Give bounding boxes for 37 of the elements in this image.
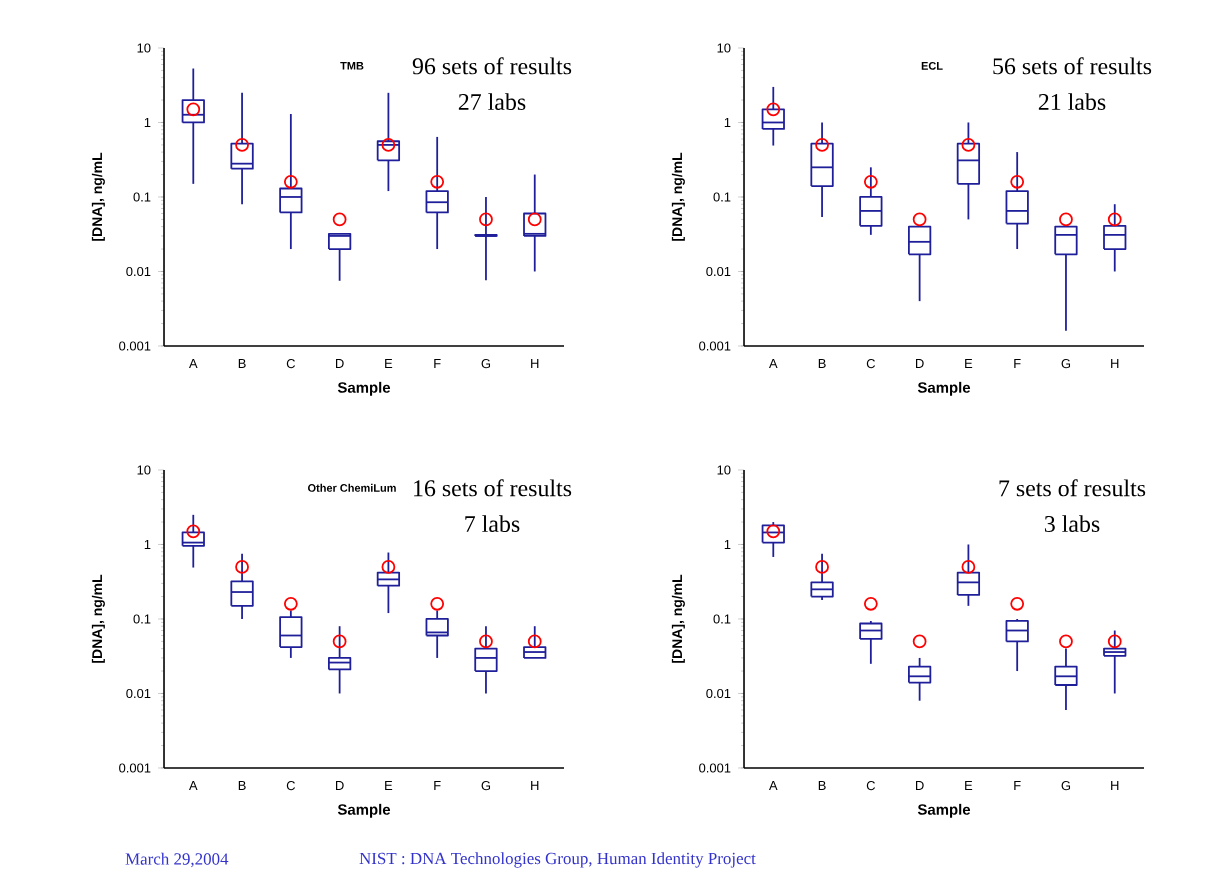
- annotation: 56 sets of results: [993, 57, 1152, 75]
- annotation: 27 labs: [458, 93, 526, 111]
- point: [332, 634, 347, 649]
- point: [527, 634, 542, 649]
- point: [430, 596, 445, 611]
- point: [815, 138, 829, 152]
- point: [1107, 634, 1122, 649]
- point: [332, 212, 347, 227]
- point: [381, 560, 396, 574]
- annotation: 21 labs: [1038, 93, 1106, 111]
- point: [766, 102, 781, 117]
- point: [961, 138, 976, 152]
- point: [1010, 596, 1025, 611]
- point: [479, 634, 493, 649]
- annotation: 96 sets of results: [412, 57, 572, 75]
- point: [1107, 212, 1122, 227]
- point: [912, 212, 927, 227]
- point: [961, 560, 976, 574]
- annotation: 7 labs: [465, 515, 520, 533]
- annotation: 7 sets of results: [999, 479, 1146, 497]
- annotation: 16 sets of results: [414, 479, 572, 497]
- point: [1010, 174, 1025, 189]
- point: [863, 174, 878, 189]
- annotation: 3 labs: [1044, 515, 1100, 533]
- point: [1059, 212, 1073, 227]
- point: [1059, 634, 1073, 649]
- text: NIST : DNA Technologies Group, Human Identity Project: [359, 852, 756, 868]
- point: [815, 560, 829, 574]
- point: [283, 596, 298, 611]
- point: [235, 138, 249, 152]
- point: [863, 596, 878, 611]
- text: March 29,2004: [125, 852, 229, 868]
- point: [479, 212, 493, 227]
- point: [912, 634, 927, 649]
- point: [235, 560, 249, 574]
- point: [283, 174, 298, 189]
- point: [430, 174, 445, 189]
